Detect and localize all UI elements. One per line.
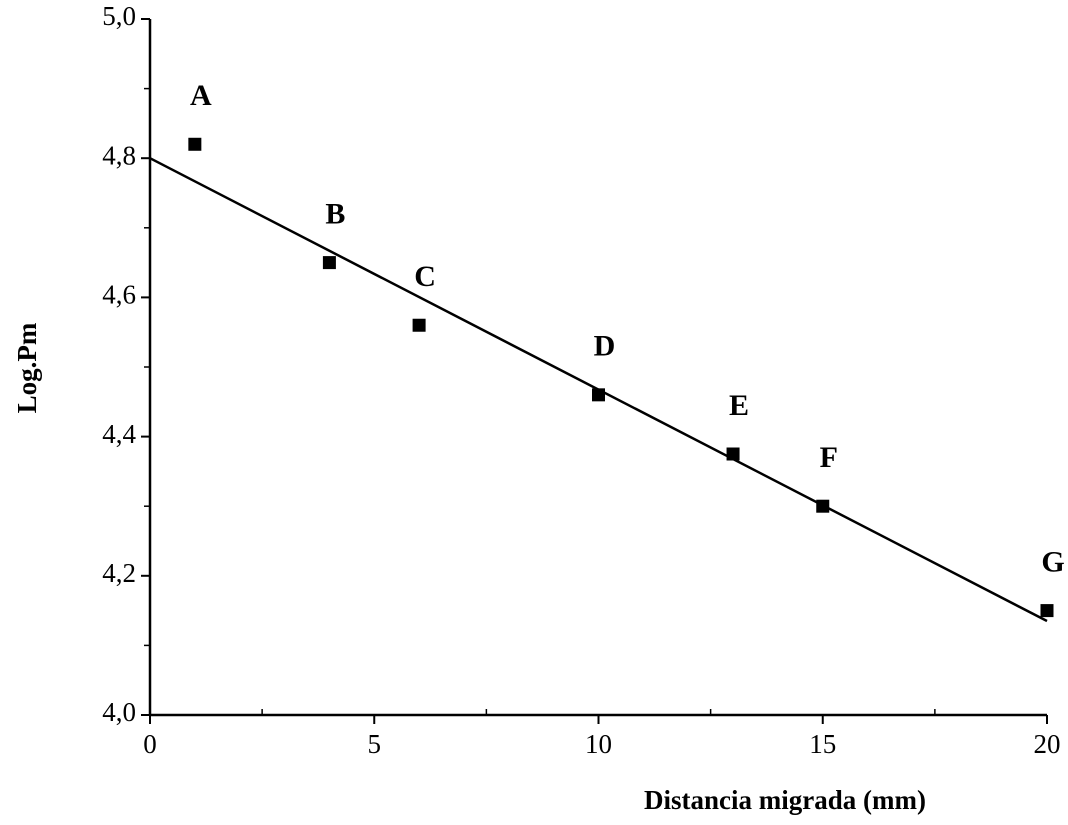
point-label: B	[325, 197, 345, 230]
y-tick-label: 4,4	[102, 419, 136, 449]
point-label: F	[820, 441, 838, 474]
point-label: A	[190, 79, 212, 112]
x-axis-label: Distancia migrada (mm)	[644, 785, 926, 815]
y-tick-label: 4,2	[102, 558, 136, 588]
x-tick-label: 15	[809, 729, 836, 759]
y-tick-label: 4,6	[102, 280, 136, 310]
x-tick-label: 0	[143, 729, 157, 759]
y-tick-label: 4,8	[102, 140, 136, 170]
point	[592, 388, 605, 402]
point	[1040, 604, 1054, 618]
point	[726, 447, 740, 461]
point	[322, 256, 336, 270]
y-tick-label: 5,0	[102, 1, 136, 31]
y-axis-label: Log.Pm	[12, 322, 42, 413]
point-label: E	[729, 389, 749, 422]
point	[412, 318, 426, 332]
point-label: D	[594, 330, 616, 363]
point-label: G	[1041, 545, 1064, 578]
x-tick-label: 5	[368, 729, 382, 759]
point	[816, 499, 830, 513]
point	[188, 137, 202, 151]
y-tick-label: 4,0	[102, 697, 136, 727]
point-label: C	[414, 260, 436, 293]
x-tick-label: 10	[585, 729, 612, 759]
x-tick-label: 20	[1034, 729, 1061, 759]
